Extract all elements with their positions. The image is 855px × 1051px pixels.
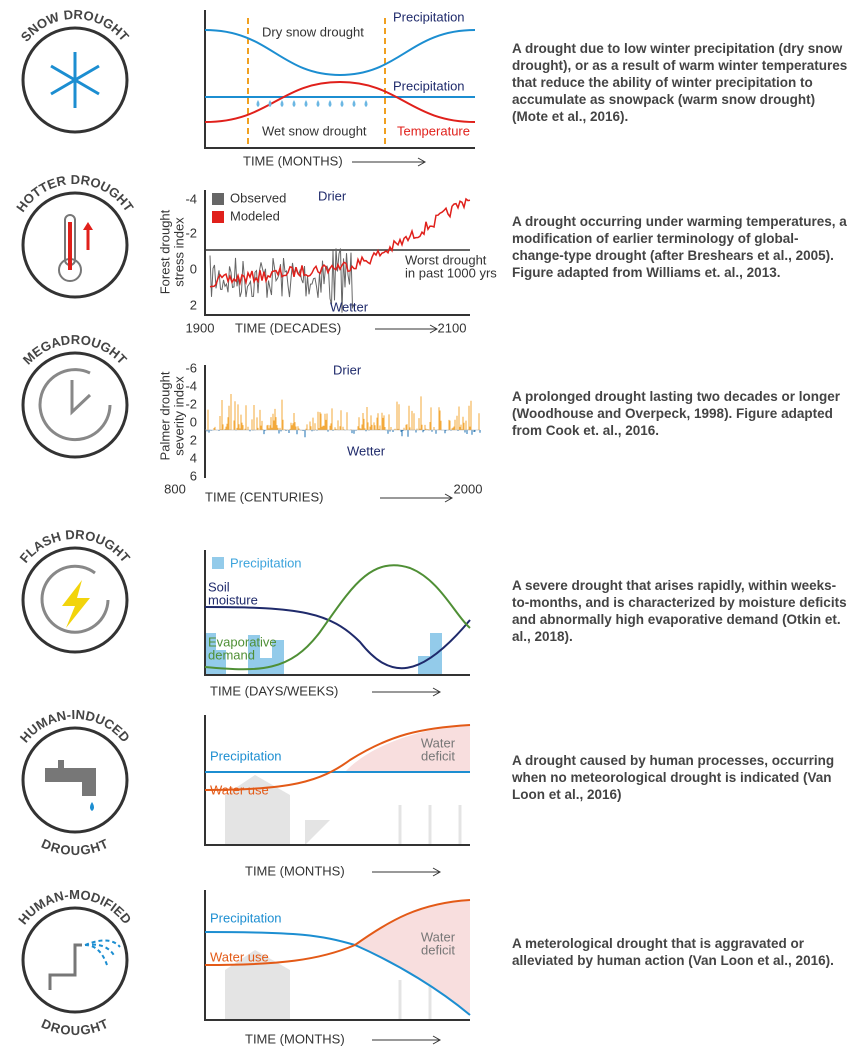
- human-modified-panel: Precipitation Water use Water deficit TI…: [205, 890, 470, 1046]
- human-induced-panel: Precipitation Water use Water deficit TI…: [205, 715, 470, 878]
- label: Precipitation: [393, 78, 465, 93]
- description: A drought due to low winter precipitatio…: [512, 40, 850, 125]
- raindrop: [293, 100, 296, 107]
- axis-title: TIME (DAYS/WEEKS): [210, 683, 338, 698]
- description: A drought occurring under warming temper…: [512, 213, 850, 281]
- clock-icon: [40, 370, 110, 440]
- badge-title: SNOW DROUGHT: [18, 7, 132, 44]
- raindrop: [281, 100, 284, 107]
- axis-title: TIME (MONTHS): [245, 1031, 345, 1046]
- raindrop: [329, 100, 332, 107]
- legend-swatch: [212, 193, 224, 205]
- label: deficit: [421, 748, 455, 763]
- mega-panel: Drier Wetter Palmer drought severity ind…: [157, 360, 482, 504]
- arrow: [372, 1036, 440, 1044]
- badge-subtitle-path: DROUGHT: [39, 1016, 111, 1038]
- description: A prolonged drought lasting two decades …: [512, 388, 850, 439]
- hotter-panel: Observed Modeled Drier Worst drought in …: [157, 188, 497, 335]
- raindrop: [365, 100, 368, 107]
- page: SNOW DROUGHT HOTTER DROUGHT MEGADROUGHT …: [0, 0, 855, 1051]
- legend-swatch: [212, 211, 224, 223]
- deficit-area: [355, 900, 470, 1015]
- label: Temperature: [397, 123, 470, 138]
- snow-panel: Dry snow drought Precipitation Precipita…: [205, 9, 475, 168]
- y-tick-label: 6: [190, 468, 197, 483]
- label: Wet snow drought: [262, 123, 367, 138]
- legend-label: Precipitation: [230, 555, 302, 570]
- description: A drought caused by human processes, occ…: [512, 752, 850, 803]
- thermometer-icon: [59, 215, 93, 281]
- infographic: SNOW DROUGHT HOTTER DROUGHT MEGADROUGHT …: [0, 0, 855, 1051]
- label: Water use: [210, 782, 269, 797]
- snowflake-icon: [51, 52, 99, 108]
- label: Wetter: [330, 299, 369, 314]
- x-tick-label: 2100: [438, 320, 467, 335]
- badge-title: MEGADROUGHT: [20, 332, 130, 367]
- y-tick-label: -2: [185, 396, 197, 411]
- badge-title-path: MEGADROUGHT: [20, 332, 130, 367]
- pipe-icon: [50, 940, 120, 990]
- y-tick-label: -6: [185, 360, 197, 375]
- label: demand: [208, 647, 255, 662]
- arrow: [372, 868, 440, 876]
- description: A severe drought that arises rapidly, wi…: [512, 577, 850, 645]
- faucet-icon: [45, 760, 96, 811]
- raindrop: [341, 100, 344, 107]
- axis-title: Palmer drought: [157, 371, 172, 460]
- y-ticks: -6 -4 -2 0 2 4 6: [185, 360, 197, 483]
- y-tick-label: -2: [185, 225, 197, 240]
- label: Drier: [318, 188, 347, 203]
- y-tick-label: 0: [190, 414, 197, 429]
- x-tick-label: 1900: [186, 320, 215, 335]
- x-tick-label: 2000: [454, 481, 483, 496]
- label: Water use: [210, 949, 269, 964]
- y-tick-label: 0: [190, 261, 197, 276]
- raindrop: [257, 100, 260, 107]
- flash-panel: Precipitation Soil moisture Evaporative …: [205, 550, 470, 698]
- raindrop: [317, 100, 320, 107]
- label: moisture: [208, 592, 258, 607]
- dry-bars: [206, 394, 479, 430]
- axis-title: severity index: [171, 376, 186, 456]
- raindrop: [353, 100, 356, 107]
- raindrop: [305, 100, 308, 107]
- arrow: [380, 494, 452, 502]
- y-tick-label: -4: [185, 191, 197, 206]
- arrow: [372, 688, 440, 696]
- label: deficit: [421, 942, 455, 957]
- wet-bars: [207, 430, 480, 437]
- legend-swatch: [212, 557, 224, 569]
- label: Precipitation: [393, 9, 465, 24]
- legend-label: Observed: [230, 190, 286, 205]
- label: Wetter: [347, 443, 386, 458]
- badge-subtitle: DROUGHT: [39, 836, 111, 858]
- badge-subtitle: DROUGHT: [39, 1016, 111, 1038]
- axis-title: TIME (DECADES): [235, 320, 341, 335]
- badge-titles: SNOW DROUGHT HOTTER DROUGHT MEGADROUGHT …: [14, 7, 137, 1038]
- description: A meterological drought that is aggravat…: [512, 935, 850, 969]
- flash-icon: [42, 566, 108, 632]
- y-tick-label: 4: [190, 450, 197, 465]
- badge-subtitle-path: DROUGHT: [39, 836, 111, 858]
- legend-label: Modeled: [230, 208, 280, 223]
- axis-title: TIME (MONTHS): [245, 863, 345, 878]
- axis-title: Forest drought: [157, 209, 172, 294]
- axis-title: stress index: [171, 217, 186, 287]
- x-tick-label: 800: [164, 481, 186, 496]
- label: in past 1000 yrs: [405, 265, 497, 280]
- badge-title-path: SNOW DROUGHT: [18, 7, 132, 44]
- label: Drier: [333, 362, 362, 377]
- axis-title: TIME (CENTURIES): [205, 489, 323, 504]
- y-tick-label: 2: [190, 297, 197, 312]
- arrow: [352, 158, 425, 166]
- label: Precipitation: [210, 748, 282, 763]
- y-tick-label: 2: [190, 432, 197, 447]
- label: Precipitation: [210, 910, 282, 925]
- label: Dry snow drought: [262, 24, 364, 39]
- axis-title: TIME (MONTHS): [243, 153, 343, 168]
- y-tick-label: -4: [185, 378, 197, 393]
- arrow: [375, 325, 437, 333]
